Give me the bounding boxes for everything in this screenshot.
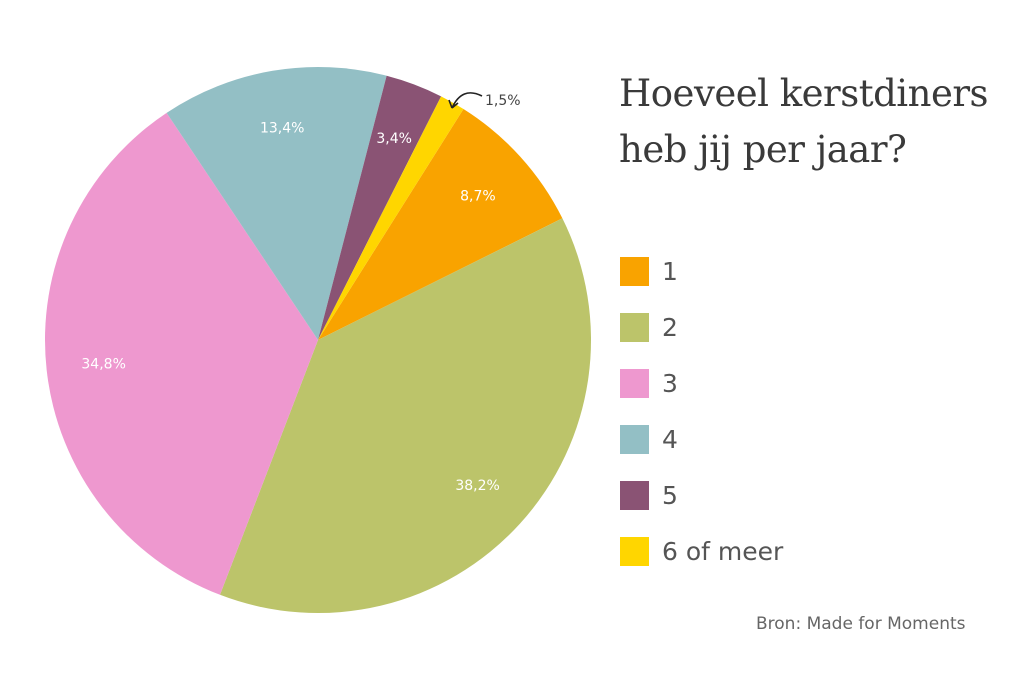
- data-label: 8,7%: [460, 188, 496, 204]
- pie-slice-5: [318, 75, 442, 340]
- pie-slice-2: [219, 218, 591, 613]
- legend-swatch: [620, 536, 649, 566]
- legend-swatch: [620, 368, 649, 398]
- legend-label: 6 of meer: [662, 536, 784, 566]
- legend-label: 1: [662, 256, 678, 286]
- pie-slice-4: [166, 66, 387, 340]
- data-label: 13,4%: [260, 120, 304, 136]
- legend-item: 1: [620, 243, 783, 299]
- pie-slice-1: [318, 108, 563, 341]
- legend-item: 6 of meer: [620, 523, 783, 579]
- source-note: Bron: Made for Moments: [756, 614, 966, 634]
- legend-swatch: [620, 312, 649, 342]
- legend-label: 4: [662, 424, 678, 454]
- data-label: 3,4%: [376, 131, 412, 147]
- legend: 1 2 3 4 5 6 of meer: [620, 243, 783, 579]
- legend-item: 2: [620, 299, 783, 355]
- legend-label: 5: [662, 480, 678, 510]
- legend-label: 2: [662, 312, 678, 342]
- legend-item: 5: [620, 467, 783, 523]
- chart-title: Hoeveel kerstdiners heb jij per jaar?: [619, 72, 989, 171]
- data-label: 34,8%: [81, 357, 125, 373]
- pie-slice-3: [44, 112, 319, 595]
- arrow-icon: [448, 92, 483, 109]
- data-label: 38,2%: [455, 478, 499, 494]
- legend-swatch: [620, 424, 649, 454]
- legend-item: 3: [620, 355, 783, 411]
- data-label: 1,5%: [485, 93, 521, 109]
- legend-swatch: [620, 480, 649, 510]
- pie-slice-6-of-meer: [318, 96, 464, 341]
- legend-label: 3: [662, 368, 678, 398]
- legend-swatch: [620, 256, 649, 286]
- legend-item: 4: [620, 411, 783, 467]
